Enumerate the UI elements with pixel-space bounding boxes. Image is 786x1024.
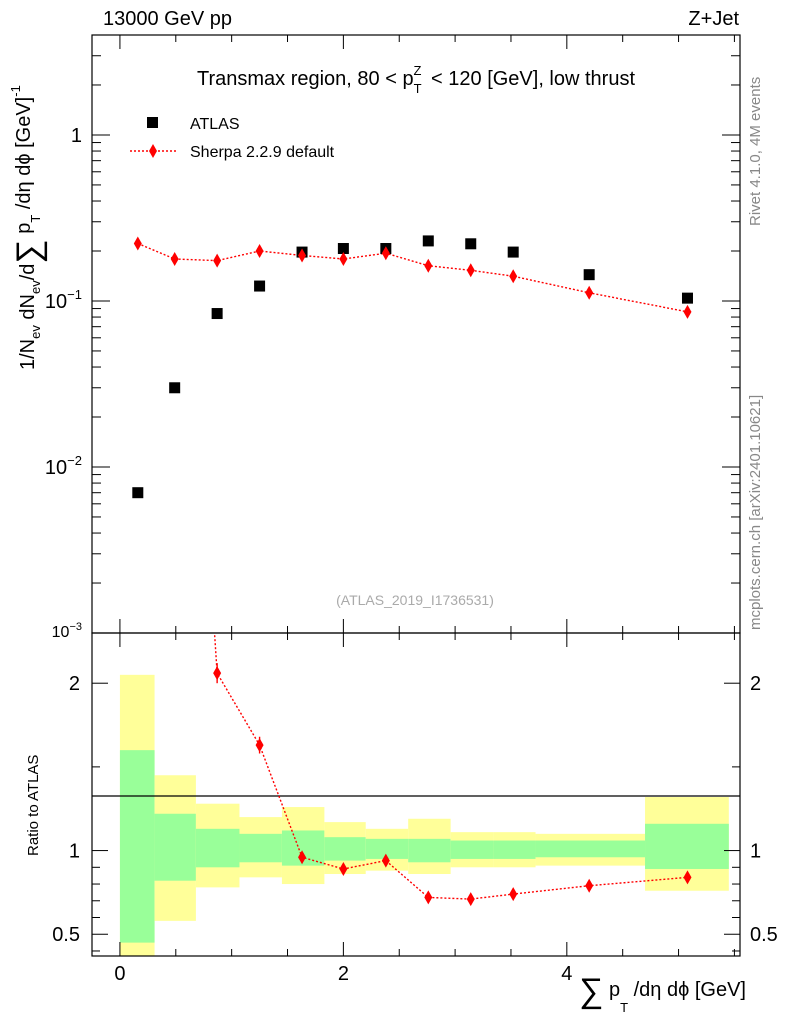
main-y-tick-label: 10−2	[45, 453, 82, 479]
ratio-panel: 0.5 0.5 1 1 2 2 0 2 4 Ratio to ATLAS ∑ pT /dη d…	[25, 632, 778, 1015]
ratio-y-tick-label: 0.5	[52, 924, 80, 946]
x-tick-label: 0	[114, 963, 125, 985]
ratio-band-inner	[195, 828, 240, 868]
ratio-series-path	[213, 633, 688, 900]
ratio-data-point	[466, 892, 475, 907]
ratio-data-point	[298, 850, 307, 865]
ratio-data-point	[424, 890, 433, 905]
title-part-1: Transmax region, 80 < p	[197, 68, 414, 90]
ratio-band-inner	[239, 833, 282, 863]
main-y-axis-title: 1/Nev dNev/d∑ pT /dη dϕ [GeV]-1	[8, 85, 48, 370]
atlas-data-point	[507, 246, 519, 258]
ratio-uncertainty-bands	[119, 674, 729, 956]
ratio-y-tick-label-right: 1	[750, 841, 761, 863]
ratio-y-tick-label-right: 0.5	[750, 924, 778, 946]
ratio-y-tick-label: 2	[69, 673, 80, 695]
header-analysis-label: Z+Jet	[688, 8, 739, 30]
ratio-data-point	[509, 887, 518, 902]
ratio-data-point	[213, 666, 222, 681]
ratio-band-inner	[493, 840, 536, 859]
atlas-data-point	[583, 269, 595, 281]
atlas-data-point	[132, 487, 144, 499]
sherpa-series-path	[137, 242, 688, 313]
ratio-y-tick-label-right: 2	[750, 673, 761, 695]
ratio-data-point	[339, 861, 348, 876]
main-y-tick-label: 10−3	[52, 621, 82, 641]
ratio-x-axis: 0 2 4	[114, 633, 735, 985]
legend-atlas-marker	[147, 117, 158, 128]
atlas-data-point	[681, 292, 693, 304]
main-y-axis: 10−2 10−1 1 10−3	[45, 125, 82, 641]
sherpa-data-point	[298, 248, 307, 263]
title-sub-t: T	[414, 81, 422, 96]
sherpa-data-point	[255, 243, 264, 258]
legend-atlas-label: ATLAS	[190, 116, 240, 133]
ratio-band-inner	[450, 840, 494, 859]
x-tick-label: 4	[561, 963, 572, 985]
atlas-data-point	[169, 382, 181, 394]
atlas-data-point	[465, 238, 477, 250]
title-part-2: < 120 [GeV], low thrust	[425, 68, 635, 90]
sherpa-data-point	[585, 285, 594, 300]
atlas-data-point	[422, 235, 434, 247]
ratio-band-inner	[408, 838, 451, 863]
ratio-band-inner	[119, 750, 155, 943]
chart-title: Transmax region, 80 < pTZ < 120 [GeV], l…	[197, 63, 635, 96]
header-process-label: 13000 GeV pp	[103, 8, 232, 30]
legend-sherpa-label: Sherpa 2.2.9 default	[190, 144, 335, 161]
legend-sherpa-marker	[149, 144, 157, 158]
main-y-tick-label: 10−1	[45, 287, 82, 313]
x-axis-title: ∑ pT /dη dϕ [GeV]	[579, 972, 746, 1015]
ratio-band-inner	[365, 838, 409, 859]
atlas-points	[132, 235, 693, 499]
sherpa-data-point	[509, 269, 518, 284]
ratio-band-inner	[324, 837, 366, 861]
atlas-data-point	[254, 280, 266, 292]
sherpa-data-point	[381, 246, 390, 261]
title-sup-z: Z	[414, 63, 422, 78]
atlas-data-point	[211, 308, 223, 320]
main-panel: 10−2 10−1 1 10−3 Transmax region, 80 < pTZ …	[8, 34, 741, 641]
sherpa-data-point	[424, 258, 433, 273]
ratio-points	[213, 663, 692, 907]
ratio-frame	[91, 632, 741, 957]
sherpa-data-point	[339, 251, 348, 266]
ratio-data-point	[683, 870, 692, 885]
ratio-data-point	[585, 878, 594, 893]
ratio-y-axis: 0.5 0.5 1 1 2 2	[52, 673, 778, 952]
ratio-y-tick-label: 1	[69, 841, 80, 863]
sherpa-points	[133, 236, 692, 319]
sherpa-data-point	[133, 236, 142, 251]
x-tick-label: 2	[338, 963, 349, 985]
ratio-band-inner	[645, 823, 729, 869]
sherpa-data-point	[466, 263, 475, 278]
ratio-y-axis-title: Ratio to ATLAS	[25, 755, 42, 856]
analysis-watermark: (ATLAS_2019_I1736531)	[336, 592, 494, 608]
legend: ATLAS Sherpa 2.2.9 default	[130, 116, 335, 161]
ratio-data-point	[255, 738, 264, 753]
main-y-tick-label: 1	[71, 125, 82, 147]
ratio-band-inner	[154, 813, 196, 881]
sherpa-data-point	[170, 251, 179, 266]
ratio-band-inner	[535, 840, 646, 858]
sherpa-data-point	[683, 304, 692, 319]
sherpa-data-point	[213, 253, 222, 268]
ratio-data-point	[381, 853, 390, 868]
atlas-data-point	[337, 243, 349, 255]
